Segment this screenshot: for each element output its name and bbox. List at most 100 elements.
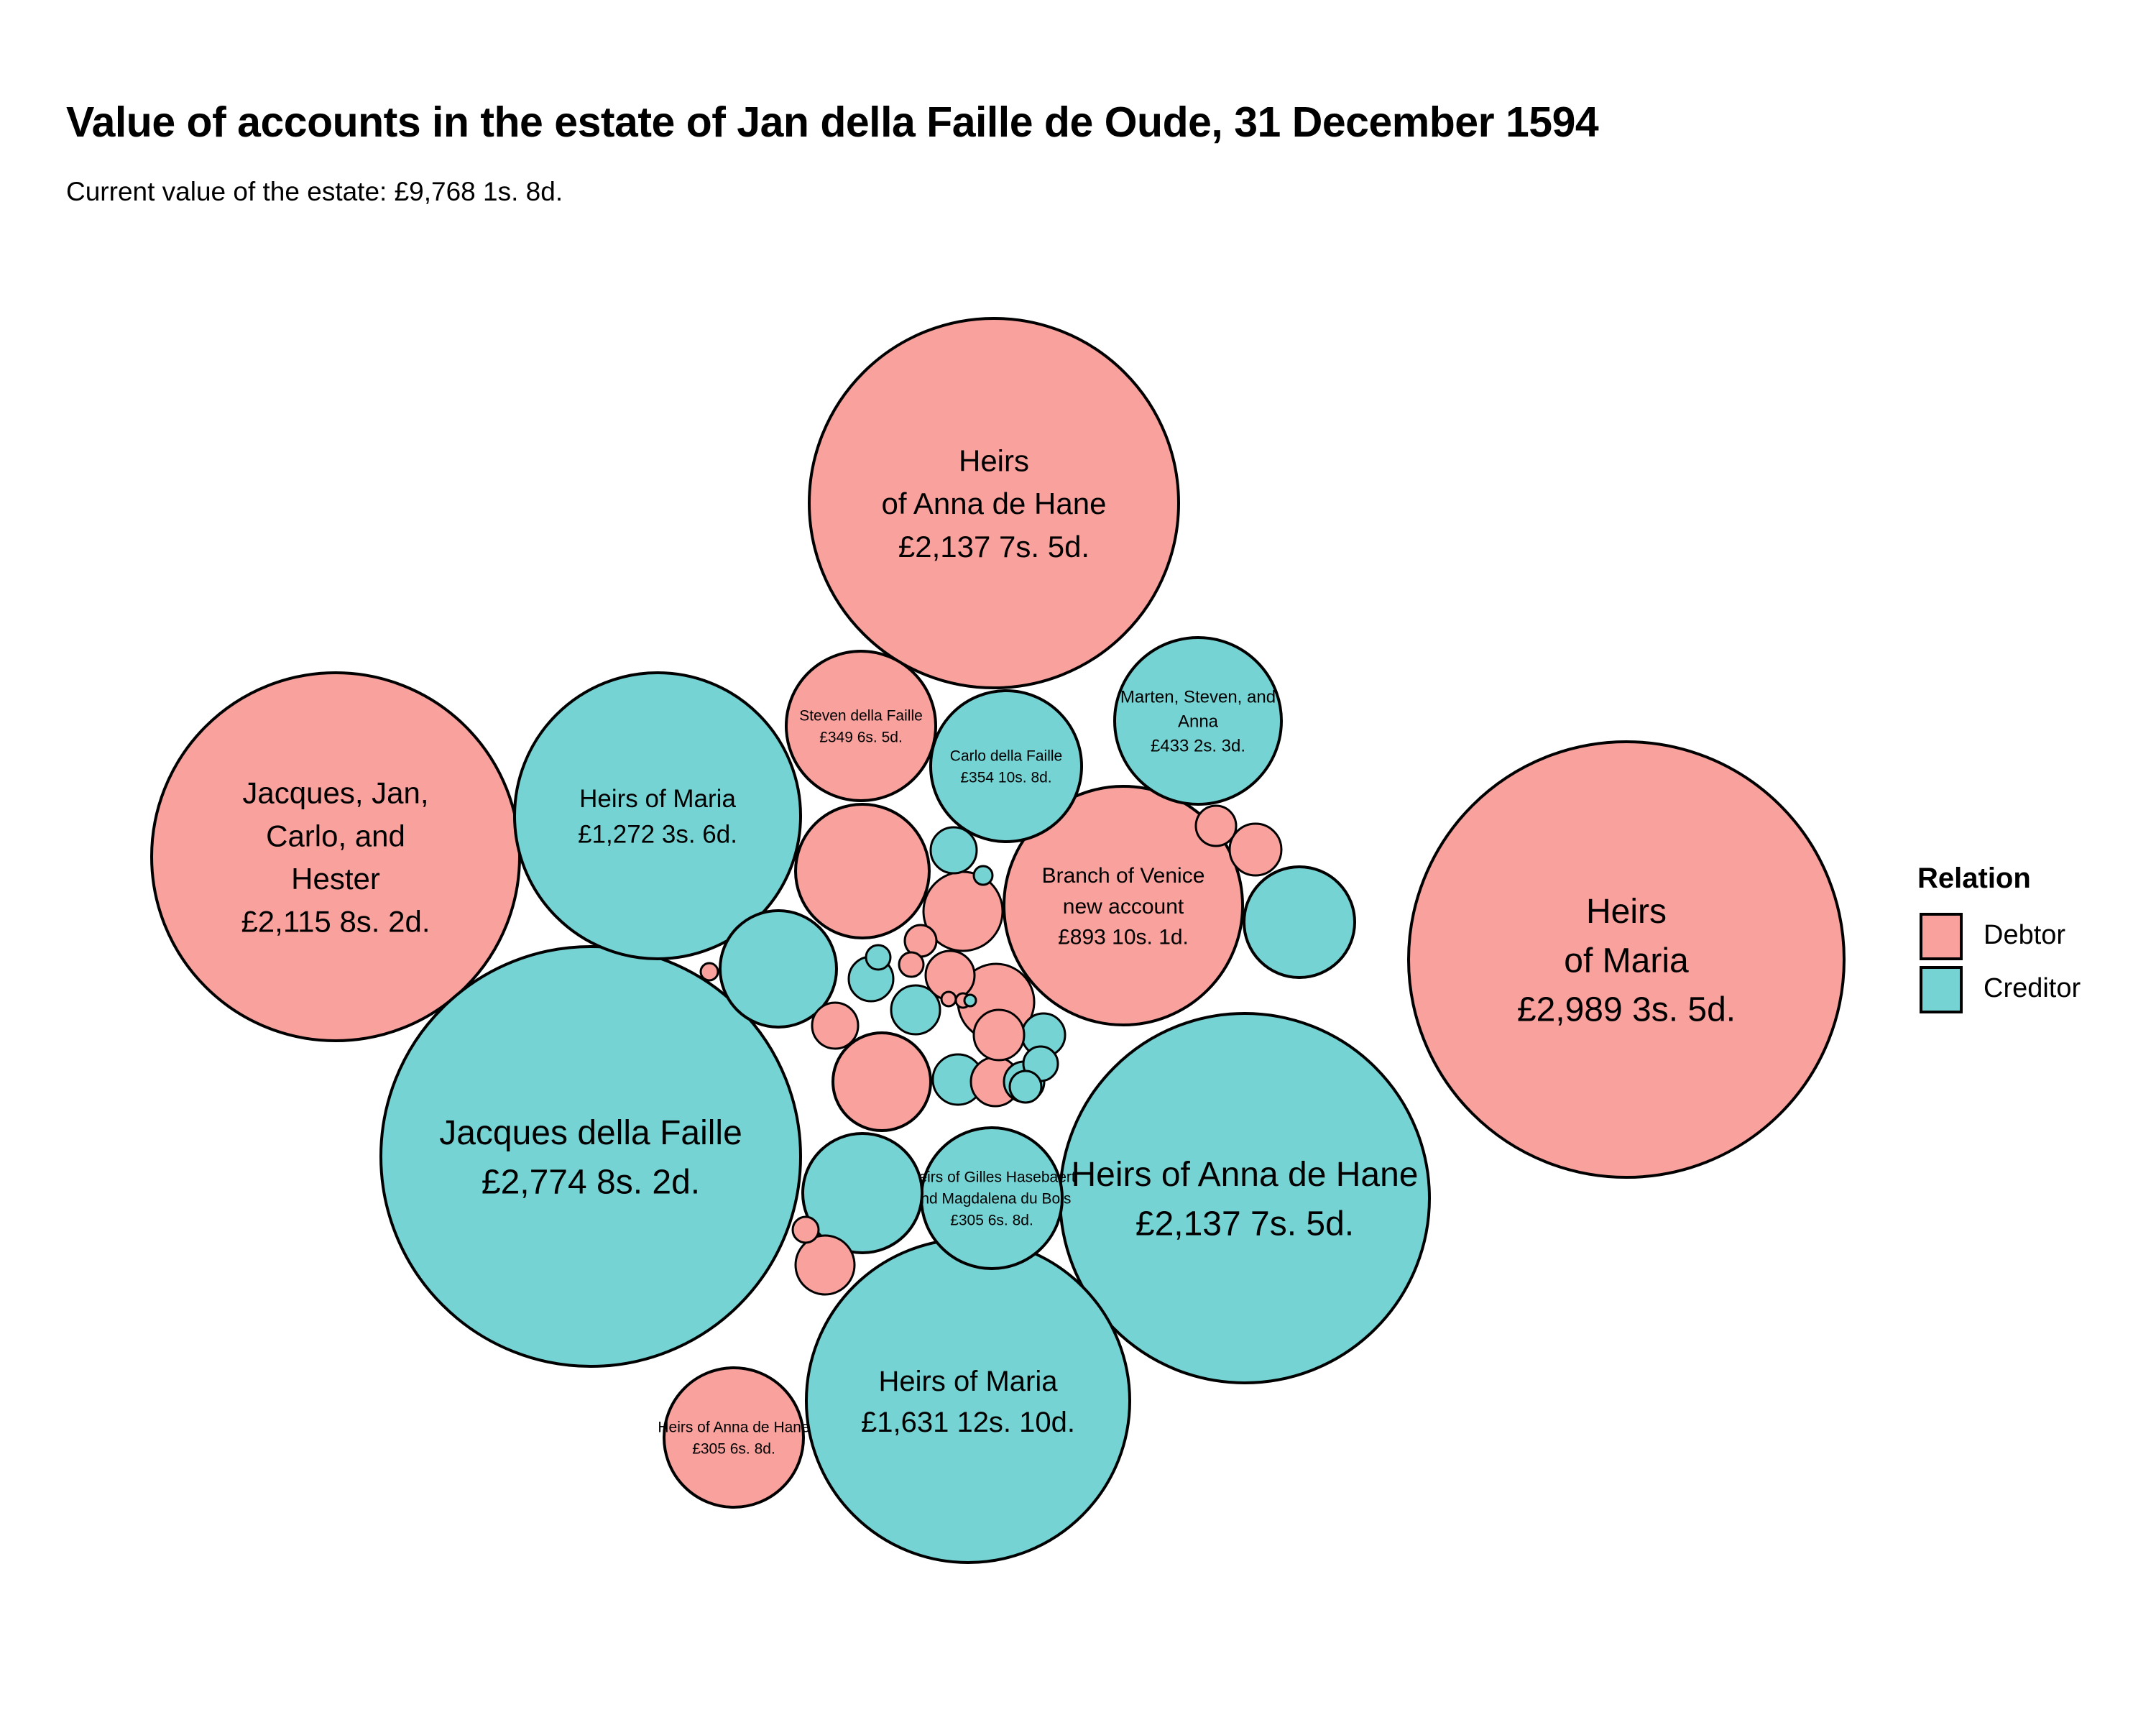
bubble-creditor (1008, 1070, 1043, 1104)
bubble-creditor: Heirs of Anna de Hane £2,137 7s. 5d. (1059, 1012, 1431, 1384)
bubble-name-label: Hester (291, 862, 380, 896)
bubble-creditor: Jacques della Faille £2,774 8s. 2d. (379, 945, 802, 1368)
bubble-debtor: Jacques, Jan, Carlo, and Hester £2,115 8s. … (150, 671, 521, 1042)
bubble-circle (1228, 822, 1283, 877)
bubble-value-label: £1,631 12s. 10d. (861, 1407, 1075, 1438)
bubble-debtor (794, 1234, 856, 1296)
bubble-circle (150, 671, 521, 1042)
bubble-name-label: Carlo della Faille (950, 748, 1062, 765)
bubble-value-label: £1,272 3s. 6d. (578, 820, 737, 848)
bubble-circle (1059, 1012, 1431, 1384)
bubble-creditor (801, 1132, 923, 1254)
bubble-name-label: and Magdalena du Bois (913, 1191, 1072, 1208)
bubble-debtor: Heirs of Maria £2,989 3s. 5d. (1407, 740, 1846, 1179)
bubble-creditor (972, 865, 994, 886)
bubble-creditor (719, 909, 838, 1029)
bubble-circle (940, 990, 957, 1008)
bubble-circle (794, 803, 931, 939)
bubble-debtor: Steven della Faille £349 6s. 5d. (785, 650, 937, 802)
bubble-circle (1003, 785, 1244, 1026)
bubble-name-label: Jacques della Faille (439, 1114, 742, 1152)
bubble-creditor (929, 826, 978, 875)
bubble-debtor (972, 1008, 1026, 1062)
bubble-creditor (890, 984, 941, 1036)
bubble-name-label: Steven della Faille (799, 708, 923, 724)
legend-key-debtor (1920, 913, 1963, 960)
bubble-circle (972, 1008, 1026, 1062)
bubble-circle (808, 317, 1180, 689)
bubble-value-label: £2,137 7s. 5d. (1135, 1205, 1354, 1243)
bubble-circle (794, 1234, 856, 1296)
bubble-name-label: Branch of Venice (1042, 864, 1205, 888)
bubble-name-label: new account (1063, 895, 1184, 919)
bubble-circle (379, 945, 802, 1368)
legend-item-creditor: Creditor (1917, 963, 2133, 1018)
bubble-circle (1407, 740, 1846, 1179)
chart-title: Value of accounts in the estate of Jan d… (66, 98, 1599, 146)
bubble-creditor: Heirs of Maria £1,272 3s. 6d. (513, 671, 802, 960)
bubble-value-label: £2,137 7s. 5d. (898, 530, 1089, 564)
bubble-name-label: Heirs of Maria (579, 785, 736, 813)
legend-title: Relation (1917, 862, 2031, 894)
bubble-circle (929, 689, 1083, 843)
bubble-circle (972, 865, 994, 886)
bubble-name-label: of Anna de Hane (882, 487, 1107, 520)
bubble-name-label: Anna (1178, 712, 1219, 732)
legend-key-creditor (1920, 966, 1963, 1013)
bubble-value-label: £305 6s. 8d. (692, 1440, 775, 1457)
bubble-circle (811, 1001, 860, 1050)
bubble-circle (513, 671, 802, 960)
bubble-creditor: Marten, Steven, and Anna £433 2s. 3d. (1113, 636, 1283, 806)
bubble-name-label: Heirs of Maria (879, 1366, 1059, 1397)
bubble-value-label: £354 10s. 8d. (960, 769, 1051, 786)
bubble-creditor: Heirs of Maria £1,631 12s. 10d. (805, 1238, 1131, 1564)
bubble-circle (1113, 636, 1283, 806)
bubble-debtor (1228, 822, 1283, 877)
bubble-creditor (1243, 865, 1356, 979)
bubble-circle (805, 1238, 1131, 1564)
legend: Relation Debtor Creditor (1917, 862, 2133, 1035)
bubble-circle (865, 944, 892, 971)
bubble-circle (890, 984, 941, 1036)
bubble-circle (831, 1031, 932, 1132)
bubble-circle (719, 909, 838, 1029)
bubble-name-label: Heirs of Anna de Hane (1072, 1156, 1419, 1194)
bubble-debtor (791, 1215, 820, 1244)
bubble-debtor (940, 990, 957, 1008)
bubble-value-label: £433 2s. 3d. (1151, 737, 1245, 756)
bubble-value-label: £2,774 8s. 2d. (482, 1163, 700, 1201)
bubble-value-label: £893 10s. 1d. (1058, 925, 1189, 949)
bubble-circle (963, 993, 977, 1008)
legend-label-debtor: Debtor (1984, 920, 2066, 950)
bubble-circle (898, 951, 925, 978)
legend-label-creditor: Creditor (1984, 973, 2081, 1003)
bubble-debtor (699, 962, 719, 982)
bubble-circle (791, 1215, 820, 1244)
chart-subtitle: Current value of the estate: £9,768 1s. … (66, 177, 563, 206)
bubble-circle (1194, 804, 1238, 847)
bubble-debtor (898, 951, 925, 978)
bubble-name-label: Heirs (1586, 893, 1667, 931)
bubble-value-label: £2,115 8s. 2d. (241, 905, 430, 939)
bubble-name-label: Carlo, and (266, 819, 405, 852)
bubble-name-label: Jacques, Jan, (242, 776, 428, 810)
bubble-debtor: Heirs of Anna de Hane £2,137 7s. 5d. (808, 317, 1180, 689)
bubble-circle (785, 650, 937, 802)
bubble-creditor (865, 944, 892, 971)
bubble-circle (929, 826, 978, 875)
bubble-debtor (794, 803, 931, 939)
bubble-circle (801, 1132, 923, 1254)
bubble-creditor: Carlo della Faille £354 10s. 8d. (929, 689, 1083, 843)
bubble-creditor (963, 993, 977, 1008)
bubble-name-label: Marten, Steven, and (1120, 688, 1276, 707)
bubble-value-label: £305 6s. 8d. (950, 1212, 1033, 1228)
bubble-debtor (831, 1031, 932, 1132)
bubble-debtor (1194, 804, 1238, 847)
bubble-circle (1243, 865, 1356, 979)
bubble-debtor (811, 1001, 860, 1050)
bubble-value-label: £349 6s. 5d. (819, 729, 903, 745)
legend-item-debtor: Debtor (1917, 910, 2133, 965)
bubble-name-label: Heirs (959, 443, 1029, 477)
bubble-debtor: Heirs of Anna de Hane £305 6s. 8d. (658, 1366, 810, 1509)
